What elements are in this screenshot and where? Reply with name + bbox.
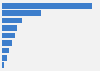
Bar	[2, 3, 92, 9]
Bar	[2, 48, 9, 53]
Bar	[2, 10, 41, 16]
Bar	[2, 55, 7, 60]
Bar	[2, 18, 22, 23]
Bar	[2, 62, 4, 68]
Bar	[2, 25, 17, 31]
Bar	[2, 40, 12, 46]
Bar	[2, 33, 15, 38]
